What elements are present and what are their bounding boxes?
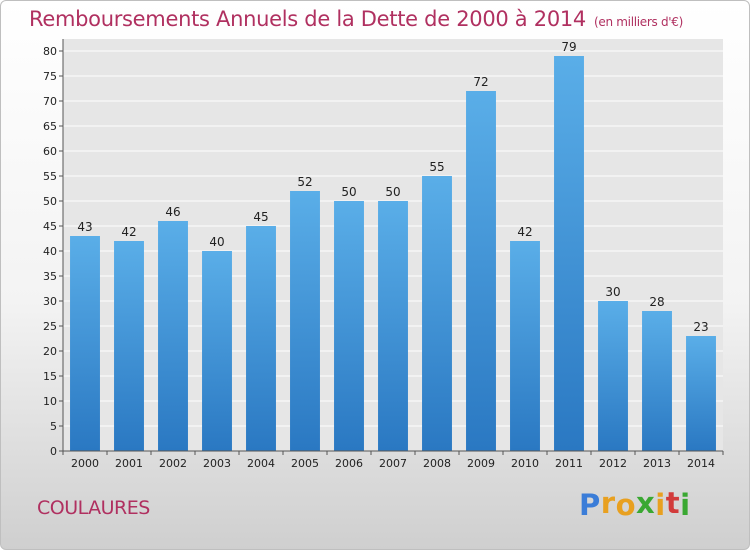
y-tick-label: 75 — [43, 70, 57, 83]
x-tick-label: 2002 — [159, 457, 187, 470]
y-tick-label: 15 — [43, 370, 57, 383]
bar-2014 — [686, 336, 716, 451]
bar-2004 — [246, 226, 276, 451]
x-tick-label: 2010 — [511, 457, 539, 470]
data-label-2012: 30 — [605, 285, 620, 299]
data-label-2009: 72 — [473, 75, 488, 89]
bar-2013 — [642, 311, 672, 451]
data-label-2000: 43 — [77, 220, 92, 234]
data-label-2014: 23 — [693, 320, 708, 334]
y-tick-label: 20 — [43, 345, 57, 358]
logo-letter: t — [665, 486, 681, 520]
proxiti-logo: Proxiti — [579, 486, 691, 522]
bar-2007 — [378, 201, 408, 451]
data-label-2008: 55 — [429, 160, 444, 174]
bar-2006 — [334, 201, 364, 451]
y-tick-label: 80 — [43, 45, 57, 58]
logo-letter: i — [680, 488, 691, 522]
data-label-2002: 46 — [165, 205, 180, 219]
x-tick-label: 2009 — [467, 457, 495, 470]
bar-2000 — [70, 236, 100, 451]
data-label-2011: 79 — [561, 40, 576, 54]
y-tick-label: 40 — [43, 245, 57, 258]
x-tick-label: 2000 — [71, 457, 99, 470]
y-axis-ticks: 0 5 10 15 20 25 30 35 40 45 50 55 60 65 70 75 80 — [43, 45, 63, 458]
logo-letter: x — [636, 486, 656, 520]
data-label-2001: 42 — [121, 225, 136, 239]
x-tick-label: 2003 — [203, 457, 231, 470]
x-tick-label: 2012 — [599, 457, 627, 470]
chart-title-text: Remboursements Annuels de la Dette de 20… — [29, 7, 586, 31]
bar-2005 — [290, 191, 320, 451]
bar-2001 — [114, 241, 144, 451]
chart-title: Remboursements Annuels de la Dette de 20… — [29, 7, 683, 31]
x-tick-label: 2001 — [115, 457, 143, 470]
y-tick-label: 70 — [43, 95, 57, 108]
bar-2009 — [466, 91, 496, 451]
place-name: COULAURES — [37, 497, 150, 519]
bars — [70, 56, 716, 451]
y-tick-label: 10 — [43, 395, 57, 408]
x-tick-label: 2011 — [555, 457, 583, 470]
logo-letter: i — [655, 488, 666, 522]
logo-letter: P — [579, 488, 601, 522]
logo-letter: r — [600, 486, 616, 520]
y-tick-label: 25 — [43, 320, 57, 333]
y-tick-label: 65 — [43, 120, 57, 133]
bar-2002 — [158, 221, 188, 451]
y-tick-label: 55 — [43, 170, 57, 183]
x-tick-label: 2008 — [423, 457, 451, 470]
x-axis-ticks: 2000 2001 2002 2003 2004 2005 2006 2007 2008 2009… — [62, 451, 724, 470]
y-tick-label: 45 — [43, 220, 57, 233]
data-label-2010: 42 — [517, 225, 532, 239]
y-tick-label: 0 — [50, 445, 57, 458]
logo-letter: o — [615, 488, 637, 522]
x-tick-label: 2014 — [687, 457, 715, 470]
y-tick-label: 5 — [50, 420, 57, 433]
data-label-2007: 50 — [385, 185, 400, 199]
bar-2010 — [510, 241, 540, 451]
bar-2003 — [202, 251, 232, 451]
data-label-2005: 52 — [297, 175, 312, 189]
y-tick-label: 60 — [43, 145, 57, 158]
y-tick-label: 35 — [43, 270, 57, 283]
bar-2012 — [598, 301, 628, 451]
y-tick-label: 30 — [43, 295, 57, 308]
x-tick-label: 2007 — [379, 457, 407, 470]
y-tick-label: 50 — [43, 195, 57, 208]
x-tick-label: 2013 — [643, 457, 671, 470]
x-tick-label: 2006 — [335, 457, 363, 470]
chart-subtitle: (en milliers d'€) — [594, 15, 684, 29]
x-tick-label: 2005 — [291, 457, 319, 470]
x-tick-label: 2004 — [247, 457, 275, 470]
bar-2008 — [422, 176, 452, 451]
data-label-2013: 28 — [649, 295, 664, 309]
data-labels: 43 42 46 40 45 52 50 50 55 72 42 79 30 28 23 — [77, 40, 708, 334]
data-label-2004: 45 — [253, 210, 268, 224]
data-label-2003: 40 — [209, 235, 224, 249]
bar-2011 — [554, 56, 584, 451]
data-label-2006: 50 — [341, 185, 356, 199]
